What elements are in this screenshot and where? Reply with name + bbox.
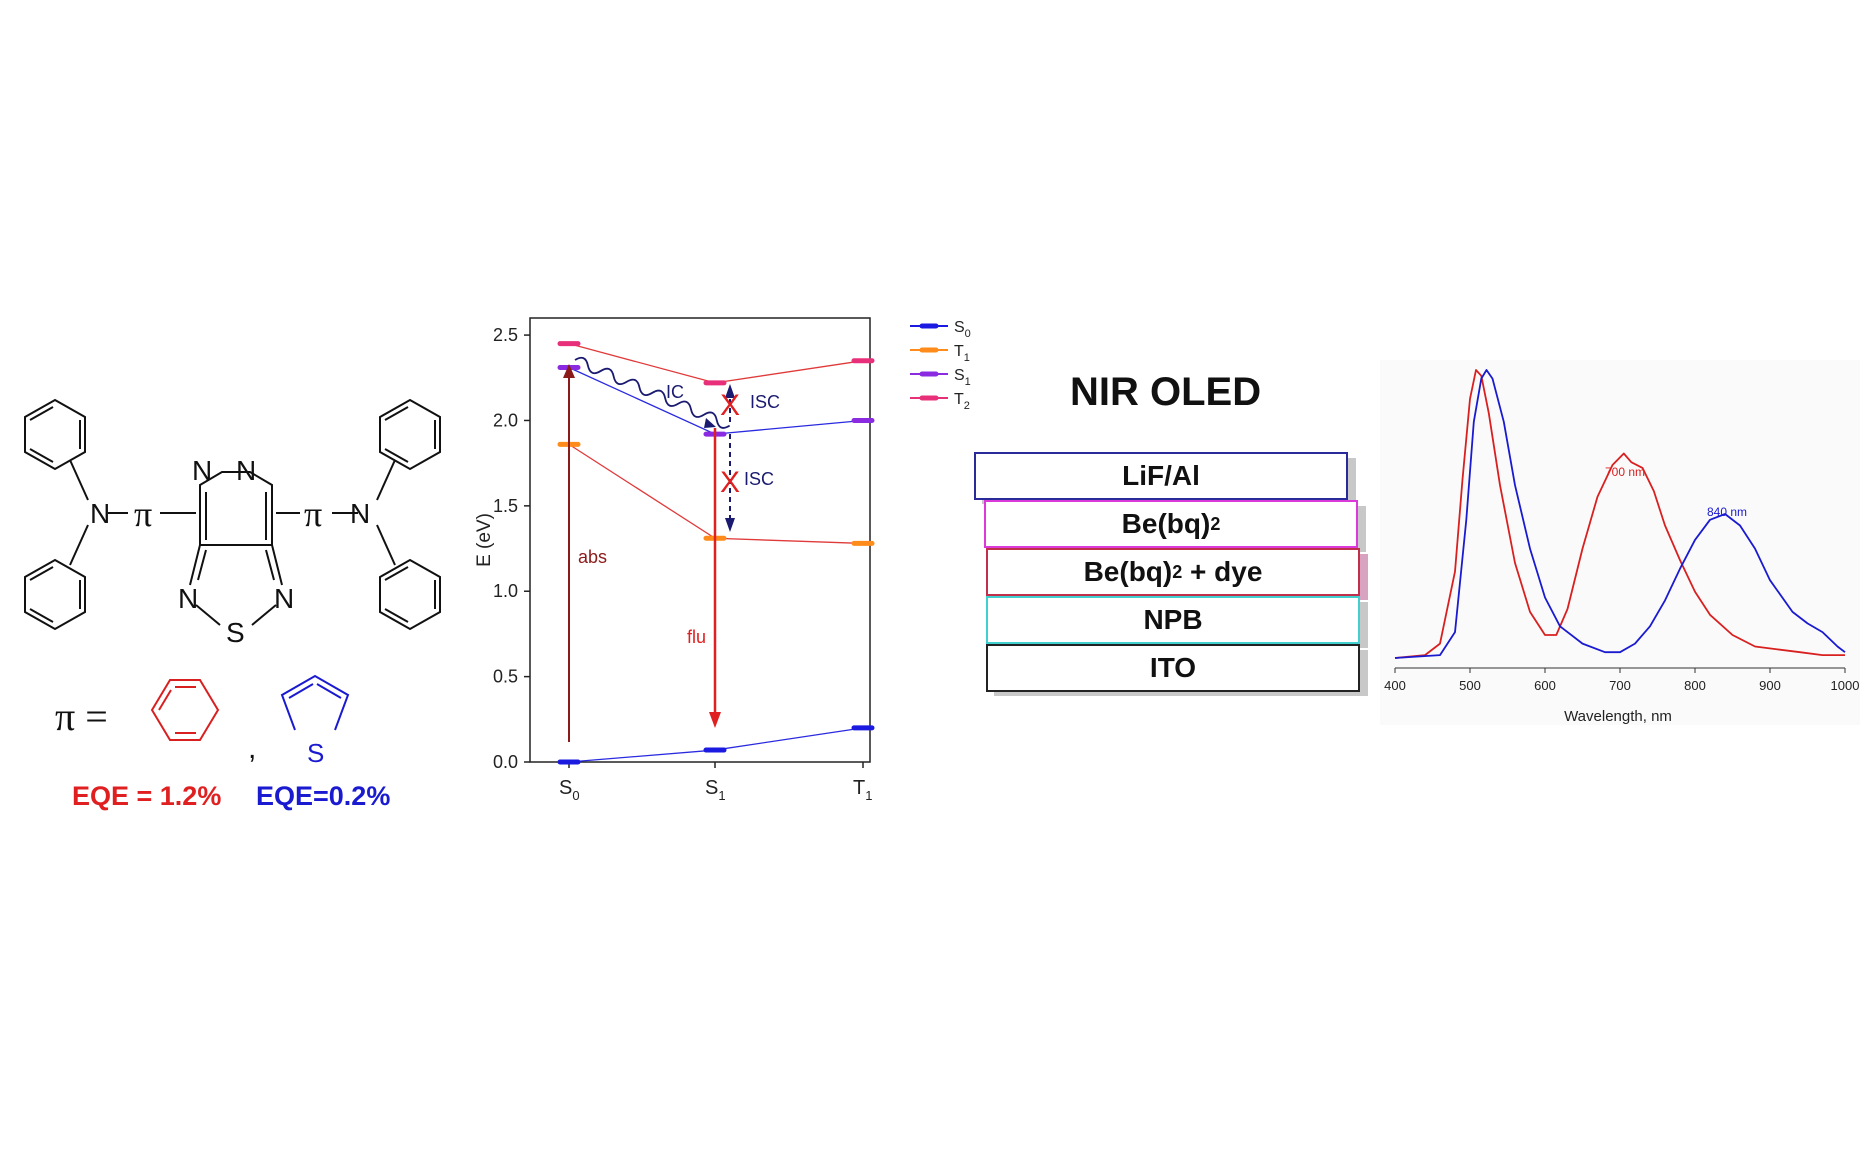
isc-upper-cross-icon: X xyxy=(720,389,740,422)
x-tick-label: 500 xyxy=(1459,678,1481,693)
molecule-atoms: N N N N N N S π π xyxy=(90,455,370,648)
atom-s: S xyxy=(226,617,245,648)
energy-level-chart: 0.0 0.5 1.0 1.5 2.0 2.5 E (eV) S0 S1 T1 abs flu I… xyxy=(474,317,971,803)
y-tick-label: 1.5 xyxy=(493,496,518,516)
spectrum-chart: 400 500 600 700 800 900 1000 700 nm 840 nm Wav… xyxy=(1380,360,1860,725)
x-tick-label: 700 xyxy=(1609,678,1631,693)
spectrum-series-1 xyxy=(1394,369,1845,659)
x-tick-label: 1000 xyxy=(1831,678,1860,693)
energy-annotations: abs flu IC X ISC X ISC xyxy=(563,356,780,742)
flu-label: flu xyxy=(687,627,706,647)
atom-n-top-right: N xyxy=(236,455,256,486)
isc-lower-arrow-head xyxy=(725,518,735,532)
annotation-840nm: 840 nm xyxy=(1707,505,1747,519)
isc-lower-label: ISC xyxy=(744,469,774,489)
x-tick-label: 600 xyxy=(1534,678,1556,693)
legend-label: T1 xyxy=(954,343,970,364)
layer-suffix: + dye xyxy=(1182,556,1263,587)
oled-device-stack: NIR OLED LiF/Al Be(bq) 2 Be(bq) 2 + dye NPB IT… xyxy=(974,360,1380,720)
spectrum-series-2 xyxy=(1394,369,1846,659)
layer-subscript: 2 xyxy=(1172,561,1183,582)
abs-arrow-head xyxy=(563,364,575,378)
spectrum-background xyxy=(1380,360,1860,725)
abs-label: abs xyxy=(578,547,607,567)
molecule-structure: N N N N N N S π π π = , S EQE = 1.2% EQE… xyxy=(24,398,441,811)
ic-label: IC xyxy=(666,382,684,402)
y-tick-label: 2.0 xyxy=(493,410,518,430)
layer-label: Be(bq) xyxy=(1083,556,1173,587)
isc-lower-cross-icon: X xyxy=(720,466,740,499)
device-layer: ITO xyxy=(986,644,1360,692)
atom-n-bottom-left: N xyxy=(178,583,198,614)
comma: , xyxy=(248,732,256,765)
atom-n-left: N xyxy=(90,498,110,529)
atom-n-bottom-right: N xyxy=(274,583,294,614)
annotation-700nm: 700 nm xyxy=(1605,465,1645,479)
energy-axes: 0.0 0.5 1.0 1.5 2.0 2.5 E (eV) S0 S1 T1 xyxy=(474,317,872,803)
ic-arrow-head xyxy=(704,418,716,428)
isc-upper-label: ISC xyxy=(750,392,780,412)
layer-subscript: 2 xyxy=(1210,513,1221,534)
legend-label: S1 xyxy=(954,367,971,388)
legend-label: S0 xyxy=(954,319,971,340)
layer-label: Be(bq) xyxy=(1121,508,1211,539)
x-tick-label: T1 xyxy=(853,777,872,803)
phenyl-ring-icon xyxy=(150,679,220,741)
series-line-s0 xyxy=(568,727,864,763)
device-title: NIR OLED xyxy=(1070,370,1262,414)
x-tick-label: 800 xyxy=(1684,678,1706,693)
molecule-bonds xyxy=(24,398,441,631)
y-tick-label: 0.5 xyxy=(493,667,518,687)
thiophene-s-atom: S xyxy=(307,738,324,768)
legend-label: T2 xyxy=(954,391,970,412)
x-tick-label: 900 xyxy=(1759,678,1781,693)
spectrum-xlabel: Wavelength, nm xyxy=(1564,708,1672,725)
layer-label: LiF/Al xyxy=(1122,460,1200,491)
ic-wavy-arrow xyxy=(574,356,731,429)
isc-upper-arrow-head xyxy=(725,384,735,398)
eqe-thiophene: EQE=0.2% xyxy=(256,781,390,811)
flu-arrow-head xyxy=(709,712,721,728)
device-layer: Be(bq) 2 + dye xyxy=(986,548,1360,596)
device-layer: LiF/Al xyxy=(974,452,1348,500)
device-layer: Be(bq) 2 xyxy=(984,500,1358,548)
energy-plot-frame xyxy=(529,317,871,763)
layer-label: ITO xyxy=(1149,652,1197,683)
eqe-phenyl: EQE = 1.2% xyxy=(72,781,221,811)
y-tick-label: 0.0 xyxy=(493,752,518,772)
pi-equals-label: π = xyxy=(55,694,108,739)
x-tick-label: S1 xyxy=(705,777,726,803)
y-axis-label: E (eV) xyxy=(474,513,495,567)
atom-n-top-left: N xyxy=(192,455,212,486)
y-tick-label: 2.5 xyxy=(493,325,518,345)
x-tick-label: 400 xyxy=(1384,678,1406,693)
spectrum-series xyxy=(1394,369,1846,659)
layer-label: NPB xyxy=(1143,604,1203,635)
device-layer: NPB xyxy=(986,596,1360,644)
spectrum-axes: 400 500 600 700 800 900 1000 xyxy=(1384,667,1860,693)
atom-n-right: N xyxy=(350,498,370,529)
y-tick-label: 1.0 xyxy=(493,581,518,601)
pi-right: π xyxy=(304,494,322,534)
energy-legend: S0 T1 S1 T2 xyxy=(910,319,971,412)
pi-left: π xyxy=(134,494,152,534)
x-tick-label: S0 xyxy=(559,777,580,803)
thiophene-ring-icon xyxy=(280,674,350,731)
